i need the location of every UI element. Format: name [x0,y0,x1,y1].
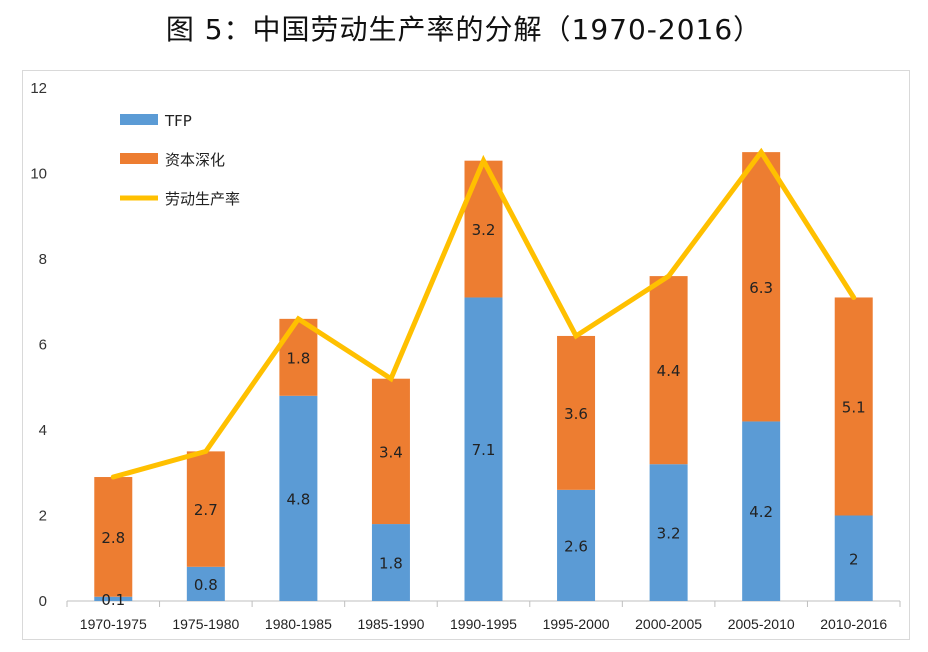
data-label: 5.1 [842,398,866,416]
x-tick-label: 2010-2016 [820,616,887,632]
bar-tfp [94,596,133,601]
data-label: 3.4 [379,443,403,461]
data-label: 0.1 [101,591,125,609]
y-tick-label: 8 [39,251,47,268]
x-tick-label: 1970-1975 [80,616,147,632]
data-label: 3.6 [564,405,588,423]
data-label: 2 [849,550,859,568]
bar-tfp [649,464,688,601]
bar-capital-deepening [557,335,596,490]
legend-label: TFP [164,112,192,130]
data-label: 2.7 [194,501,218,519]
chart-frame [22,70,910,640]
data-label: 7.1 [472,441,496,459]
data-label: 0.8 [194,576,218,594]
x-tick-label: 2005-2010 [728,616,795,632]
y-tick-label: 2 [39,508,47,525]
x-tick-label: 1980-1985 [265,616,332,632]
bar-capital-deepening [649,276,688,465]
data-label: 3.2 [657,525,681,543]
line-labor-productivity [110,147,857,480]
bar-capital-deepening [94,477,133,597]
bar-tfp [557,489,596,601]
bar-capital-deepening [371,378,410,525]
data-label: 2.6 [564,537,588,555]
bar-tfp [834,515,873,601]
y-tick-label: 12 [30,80,47,97]
data-label: 1.8 [286,349,310,367]
y-tick-label: 0 [39,593,47,610]
chart-title: 图 5：中国劳动生产率的分解（1970-2016） [165,13,763,46]
bar-capital-deepening [834,297,873,516]
bar-tfp [371,524,410,601]
legend-swatch [120,114,158,125]
data-label: 4.4 [657,362,681,380]
bar-tfp [186,566,225,601]
x-tick-label: 1975-1980 [172,616,239,632]
data-label: 2.8 [101,529,125,547]
legend-label: 劳动生产率 [165,190,240,208]
x-tick-label: 1990-1995 [450,616,517,632]
x-tick-label: 1995-2000 [543,616,610,632]
legend-swatch [120,153,158,164]
data-label: 4.2 [749,503,773,521]
data-label: 3.2 [472,221,496,239]
legend-label: 资本深化 [165,151,225,169]
x-tick-label: 1985-1990 [357,616,424,632]
bar-capital-deepening [742,152,781,422]
data-label: 6.3 [749,279,773,297]
x-tick-label: 2000-2005 [635,616,702,632]
data-label: 1.8 [379,555,403,573]
bar-tfp [279,395,318,601]
y-tick-label: 4 [39,422,47,439]
data-label: 4.8 [286,490,310,508]
y-tick-label: 6 [39,337,47,354]
bar-tfp [742,421,781,601]
bar-tfp [464,297,503,601]
bar-capital-deepening [186,451,225,567]
bar-capital-deepening [279,318,318,396]
y-tick-label: 10 [30,166,47,183]
